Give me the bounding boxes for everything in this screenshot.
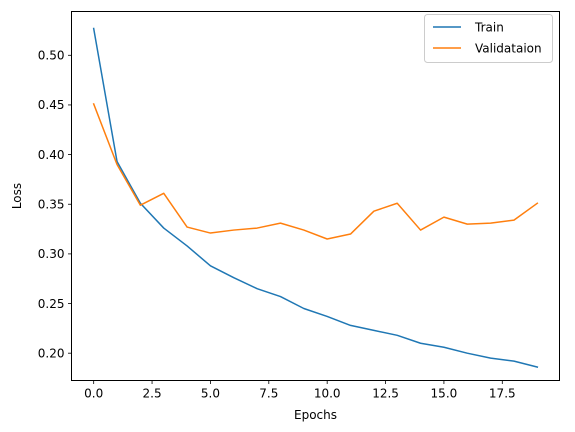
y-tick-label: 0.30 [38, 247, 65, 261]
plot-frame [71, 11, 560, 381]
y-tick-label: 0.35 [38, 198, 65, 212]
series [92, 27, 539, 369]
series-line-validataion [92, 102, 539, 240]
x-axis-label: Epochs [294, 408, 337, 422]
legend-label-validation: Validataion [475, 42, 542, 56]
legend: Train Validataion [424, 14, 553, 63]
legend-label-train: Train [474, 21, 504, 35]
x-tick-label: 5.0 [201, 387, 220, 401]
x-tick-label: 0.0 [84, 387, 103, 401]
y-tick-label: 0.45 [38, 98, 65, 112]
y-axis-label: Loss [10, 183, 24, 209]
x-tick-label: 2.5 [143, 387, 162, 401]
x-tick-label: 17.5 [489, 387, 516, 401]
x-tick-label: 15.0 [431, 387, 458, 401]
y-tick-label: 0.40 [38, 148, 65, 162]
series-line-train [92, 27, 539, 369]
x-tick-label: 10.0 [314, 387, 341, 401]
x-tick-label: 12.5 [372, 387, 399, 401]
y-tick-label: 0.50 [38, 49, 65, 63]
ticks: 0.0 2.5 5.0 7.5 10.0 12.5 15.0 17.5 0.20 0.25 0.30… [38, 49, 516, 401]
x-tick-label: 7.5 [259, 387, 278, 401]
y-tick-label: 0.25 [38, 297, 65, 311]
y-tick-label: 0.20 [38, 346, 65, 360]
